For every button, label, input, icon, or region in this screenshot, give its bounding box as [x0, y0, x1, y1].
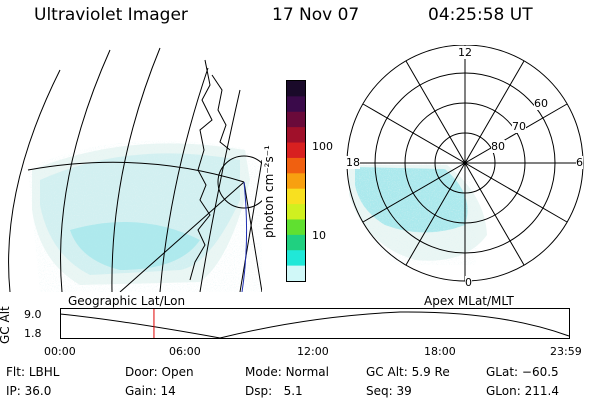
- colorbar-band: [287, 188, 305, 205]
- colorbar-band: [287, 234, 305, 251]
- colorbar-tick-10: 10: [312, 229, 326, 242]
- colorbar-band: [287, 250, 305, 267]
- ip-value: 36.0: [24, 384, 52, 398]
- seq-value: 39: [396, 384, 412, 398]
- instrument-title: Ultraviolet Imager: [34, 5, 188, 25]
- colorbar-tick-100: 100: [312, 140, 333, 153]
- mlt-label-6: 6: [576, 156, 583, 169]
- info-filter: Flt: LBHL: [6, 365, 60, 379]
- info-ip: IP: 36.0: [6, 384, 52, 398]
- coastline: [189, 59, 231, 281]
- timeline-ylabel: GC Alt: [0, 306, 12, 344]
- mlat-label-60: 60: [534, 97, 548, 110]
- info-gain: Gain: 14: [125, 384, 176, 398]
- geographic-image-panel: [8, 47, 262, 292]
- info-glon: GLon: 211.4: [486, 384, 559, 398]
- observation-time: 04:25:58 UT: [428, 5, 533, 25]
- info-glat: GLat: −60.5: [486, 365, 559, 379]
- info-seq: Seq: 39: [366, 384, 412, 398]
- mlt-label-0: 0: [465, 276, 472, 289]
- colorbar-band: [287, 204, 305, 220]
- colorbar-band: [287, 111, 305, 128]
- mlt-label-18: 18: [346, 156, 360, 169]
- gc-alt-value: 5.9 Re: [411, 365, 450, 379]
- mlt-label-12: 12: [458, 46, 472, 59]
- colorbar-band: [287, 219, 305, 236]
- colorbar-band: [287, 96, 305, 113]
- timeline-tick-2359: 23:59: [550, 345, 582, 358]
- info-mode: Mode: Normal: [245, 365, 329, 379]
- glon-value: 211.4: [524, 384, 559, 398]
- polar-aurora-region: [347, 163, 487, 265]
- gain-value: 14: [160, 384, 176, 398]
- mlat-label-80: 80: [491, 140, 505, 153]
- filter-value: LBHL: [28, 365, 60, 379]
- color-scale-bar: [286, 80, 306, 282]
- colorbar-band: [287, 81, 305, 97]
- colorbar-band: [287, 157, 305, 174]
- color-scale-gradient: [287, 81, 305, 282]
- mlat-label-70: 70: [512, 120, 526, 133]
- glat-value: −60.5: [521, 365, 559, 379]
- longitude-grid: [8, 47, 262, 292]
- orbit-track: [241, 181, 248, 292]
- colorbar-band: [287, 142, 305, 159]
- polar-spoke-d: [362, 103, 568, 223]
- timeline-tick-1800: 18:00: [424, 345, 456, 358]
- info-door: Door: Open: [125, 365, 194, 379]
- timeline-tick-0000: 00:00: [44, 345, 76, 358]
- info-gc-alt: GC Alt: 5.9 Re: [366, 365, 450, 379]
- colorbar-band: [287, 173, 305, 190]
- door-value: Open: [161, 365, 194, 379]
- dsp-value: 5.1: [283, 384, 303, 398]
- altitude-curve: [60, 311, 570, 339]
- aurora-emission-region: [28, 140, 262, 292]
- latitude-grid: [27, 155, 262, 292]
- colorbar-band: [287, 127, 305, 144]
- colorbar-band: [287, 265, 305, 282]
- geographic-panel-label: Geographic Lat/Lon: [68, 294, 186, 308]
- colorbar-unit-label: photon cm⁻²s⁻¹: [262, 145, 276, 238]
- timeline-tick-0600: 06:00: [169, 345, 201, 358]
- timeline-ymin: 1.8: [24, 327, 42, 340]
- timeline-tick-1200: 12:00: [297, 345, 329, 358]
- mode-value: Normal: [285, 365, 329, 379]
- timeline-ymax: 9.0: [24, 308, 42, 321]
- apex-panel-label: Apex MLat/MLT: [424, 294, 514, 308]
- info-dsp: Dsp: 5.1: [245, 384, 303, 398]
- observation-date: 17 Nov 07: [272, 5, 360, 25]
- polar-mlat-mlt-plot: [346, 45, 584, 282]
- altitude-timeline: [60, 308, 570, 339]
